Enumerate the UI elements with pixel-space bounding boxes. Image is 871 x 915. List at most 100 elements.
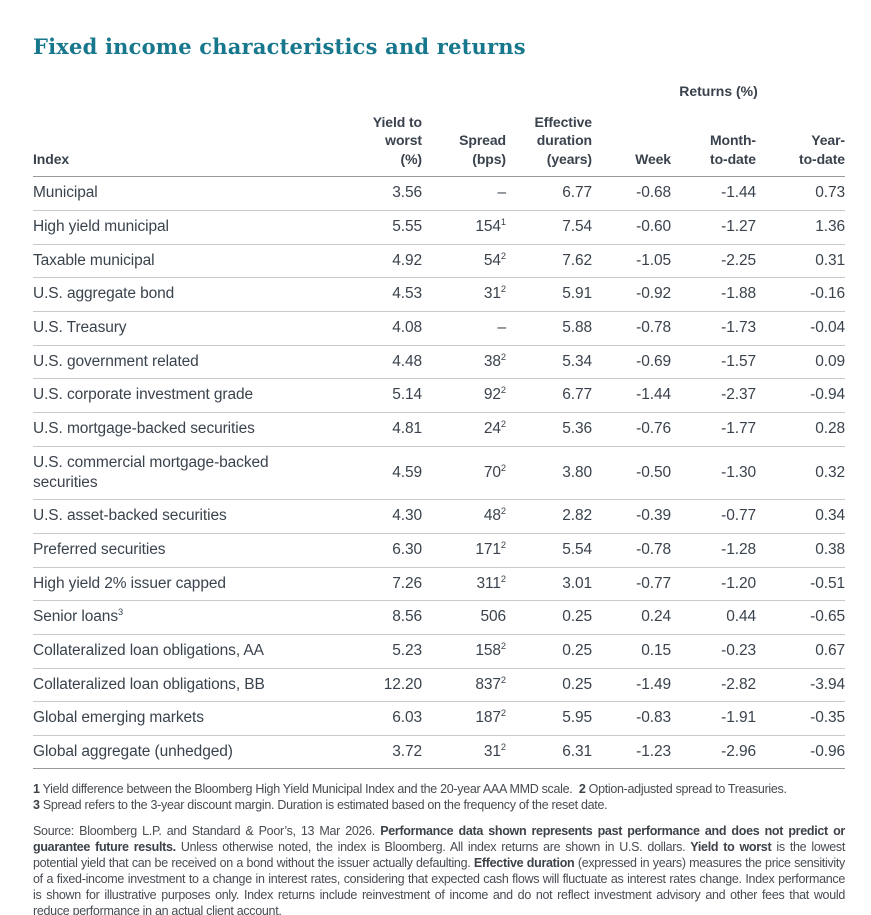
week-return-cell: -0.50	[592, 446, 671, 501]
index-name-cell: U.S. mortgage-backed securities	[33, 412, 329, 447]
spread-cell: 1541	[422, 210, 506, 245]
table-row: U.S. aggregate bond 4.53 312 5.91 -0.92 -1.88…	[33, 277, 845, 312]
duration-cell: 2.82	[506, 499, 592, 534]
spread-cell: 1712	[422, 533, 506, 568]
mtd-return-cell: -0.23	[671, 634, 756, 669]
ytd-return-cell: 1.36	[756, 210, 845, 245]
duration-cell: 3.01	[506, 567, 592, 602]
index-name-cell: Preferred securities	[33, 533, 329, 568]
spread-cell: 8372	[422, 668, 506, 703]
yield-to-worst-cell: 12.20	[329, 668, 422, 703]
index-name-cell: Taxable municipal	[33, 244, 329, 279]
fixed-income-table: Returns (%) Index Yield to worst (%) Spread(…	[33, 83, 845, 770]
week-return-cell: -1.05	[592, 244, 671, 279]
week-return-cell: -0.78	[592, 311, 671, 346]
returns-group-row: Returns (%)	[33, 83, 845, 99]
yield-to-worst-cell: 4.59	[329, 446, 422, 501]
index-name-cell: U.S. asset-backed securities	[33, 499, 329, 534]
yield-to-worst-cell: 8.56	[329, 600, 422, 635]
duration-cell: 6.31	[506, 735, 592, 770]
table-row: U.S. mortgage-backed securities 4.81 242 5.…	[33, 412, 845, 447]
duration-cell: 5.88	[506, 311, 592, 346]
ytd-return-cell: -0.35	[756, 701, 845, 736]
week-return-cell: -1.23	[592, 735, 671, 770]
week-return-cell: -1.44	[592, 378, 671, 413]
duration-cell: 5.95	[506, 701, 592, 736]
yield-to-worst-cell: 3.72	[329, 735, 422, 770]
table-row: Global aggregate (unhedged) 3.72 312 6.31 -1…	[33, 735, 845, 770]
mtd-return-cell: -1.57	[671, 345, 756, 380]
duration-cell: 5.91	[506, 277, 592, 312]
duration-cell: 7.62	[506, 244, 592, 279]
table-row: U.S. government related 4.48 382 5.34 -0.69-…	[33, 345, 845, 380]
duration-cell: 0.25	[506, 600, 592, 635]
column-header-ytw: Yield to worst (%)	[329, 99, 422, 178]
table-header: Returns (%) Index Yield to worst (%) Spread(…	[33, 83, 845, 178]
bold-text-segment: 1	[33, 782, 40, 797]
column-header-ytd: Year-to-date	[756, 99, 845, 178]
spread-cell: 922	[422, 378, 506, 413]
bold-text-segment: Effective duration	[473, 856, 575, 871]
page-title: Fixed income characteristics and returns	[33, 34, 526, 59]
spread-cell: –	[422, 311, 506, 346]
index-name-cell: High yield municipal	[33, 210, 329, 245]
column-header-duration: Effective duration (years)	[506, 99, 592, 178]
yield-to-worst-cell: 5.14	[329, 378, 422, 413]
mtd-return-cell: -1.88	[671, 277, 756, 312]
table-row: Municipal 3.56–6.77 -0.68 -1.44 0.73	[33, 176, 845, 212]
table-row: Taxable municipal 4.92 542 7.62 -1.05 -2.25 0.…	[33, 244, 845, 279]
spread-cell: 1872	[422, 701, 506, 736]
spread-cell: 542	[422, 244, 506, 279]
mtd-return-cell: -1.20	[671, 567, 756, 602]
spread-cell: 312	[422, 735, 506, 770]
bold-text-segment: 3	[33, 798, 40, 813]
text-segment: Source: Bloomberg L.P. and Standard & Po…	[33, 824, 381, 839]
returns-group-spacer	[33, 83, 592, 99]
duration-cell: 5.36	[506, 412, 592, 447]
week-return-cell: -0.69	[592, 345, 671, 380]
index-name-cell: U.S. government related	[33, 345, 329, 380]
ytd-return-cell: -3.94	[756, 668, 845, 703]
returns-group-header: Returns (%)	[679, 83, 758, 99]
yield-to-worst-cell: 4.48	[329, 345, 422, 380]
week-return-cell: -0.39	[592, 499, 671, 534]
ytd-return-cell: 0.38	[756, 533, 845, 568]
table-row: High yield 2% issuer capped 7.26 3112 3.01-…	[33, 567, 845, 602]
table-row: U.S. Treasury 4.08–5.88 -0.78 -1.73 -0.04	[33, 311, 845, 346]
index-name-cell: U.S. Treasury	[33, 311, 329, 346]
text-segment: Yield difference between the Bloomberg H…	[39, 782, 579, 797]
week-return-cell: -1.49	[592, 668, 671, 703]
duration-cell: 0.25	[506, 668, 592, 703]
index-name-cell: U.S. aggregate bond	[33, 277, 329, 312]
mtd-return-cell: -2.82	[671, 668, 756, 703]
mtd-return-cell: -1.91	[671, 701, 756, 736]
ytd-return-cell: -0.65	[756, 600, 845, 635]
ytd-return-cell: 0.67	[756, 634, 845, 669]
text-segment: is the lowest potential yield that can b…	[33, 840, 845, 871]
spread-cell: 242	[422, 412, 506, 447]
duration-cell: 6.77	[506, 176, 592, 212]
column-header-spread: Spread (bps)	[422, 99, 506, 178]
yield-to-worst-cell: 4.30	[329, 499, 422, 534]
index-name-cell: High yield 2% issuer capped	[33, 567, 329, 602]
footnote-line: 3 Spread refers to the 3-year discount m…	[33, 797, 845, 813]
index-name-cell: Global aggregate (unhedged)	[33, 735, 329, 770]
table-body: Municipal 3.56–6.77 -0.68 -1.44 0.73 High yie…	[33, 176, 845, 770]
duration-cell: 3.80	[506, 446, 592, 501]
duration-cell: 5.34	[506, 345, 592, 380]
week-return-cell: -0.68	[592, 176, 671, 212]
spread-cell: 1582	[422, 634, 506, 669]
table-row: Global emerging markets 6.03 1872 5.95 -0.83…	[33, 701, 845, 736]
text-segment: Spread refers to the 3-year discount mar…	[39, 798, 608, 813]
week-return-cell: 0.15	[592, 634, 671, 669]
table-row: U.S. corporate investment grade 5.14 922 6.…	[33, 378, 845, 413]
mtd-return-cell: -2.96	[671, 735, 756, 770]
week-return-cell: 0.24	[592, 600, 671, 635]
yield-to-worst-cell: 4.08	[329, 311, 422, 346]
mtd-return-cell: -2.25	[671, 244, 756, 279]
mtd-return-cell: -1.77	[671, 412, 756, 447]
yield-to-worst-cell: 4.81	[329, 412, 422, 447]
ytd-return-cell: -0.51	[756, 567, 845, 602]
mtd-return-cell: -1.30	[671, 446, 756, 501]
